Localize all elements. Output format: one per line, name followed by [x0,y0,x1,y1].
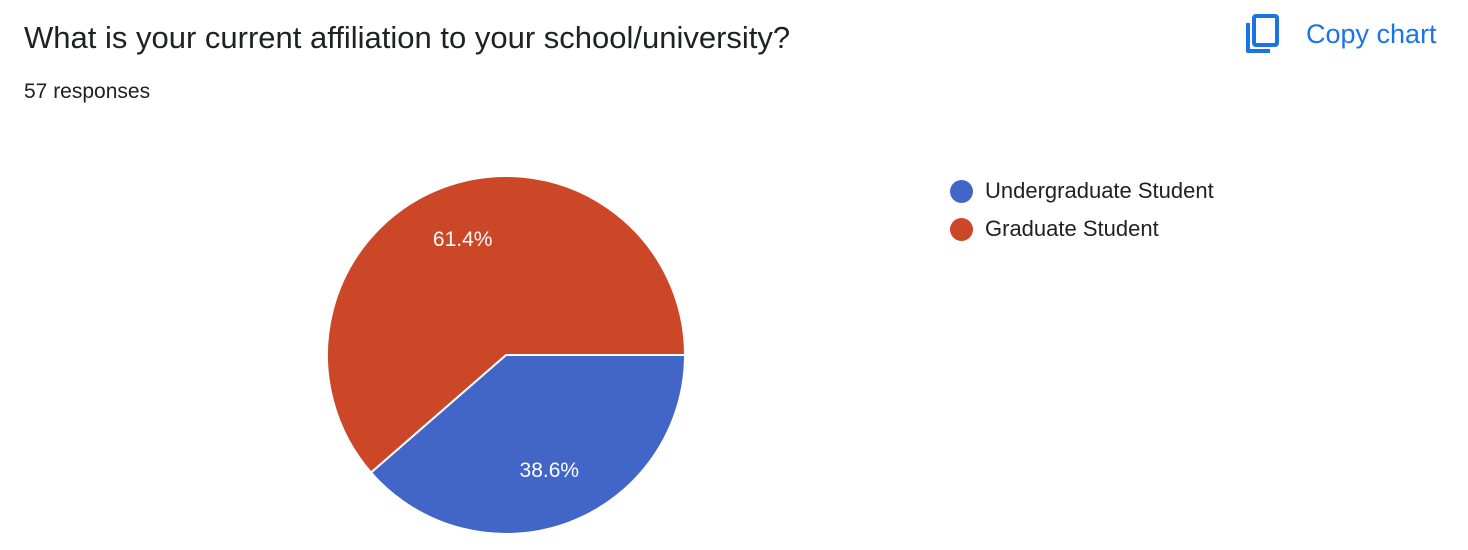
pie-slice-label: 38.6% [520,459,580,482]
legend: Undergraduate Student Graduate Student [950,172,1214,248]
copy-chart-label: Copy chart [1306,18,1437,49]
copy-chart-button[interactable]: Copy chart [1244,12,1437,56]
question-title: What is your current affiliation to your… [24,20,791,55]
pie-slice-label: 61.4% [433,228,493,251]
legend-swatch [950,217,973,241]
copy-icon [1246,14,1279,53]
legend-label: Graduate Student [985,216,1159,241]
legend-swatch [950,179,973,203]
legend-item[interactable]: Undergraduate Student [950,172,1214,210]
legend-item[interactable]: Graduate Student [950,210,1214,248]
pie-slice-graduate-student[interactable] [326,175,687,474]
response-count: 57 responses [24,80,151,103]
pie-slice-undergraduate-student[interactable] [369,354,687,535]
legend-label: Undergraduate Student [985,178,1214,203]
